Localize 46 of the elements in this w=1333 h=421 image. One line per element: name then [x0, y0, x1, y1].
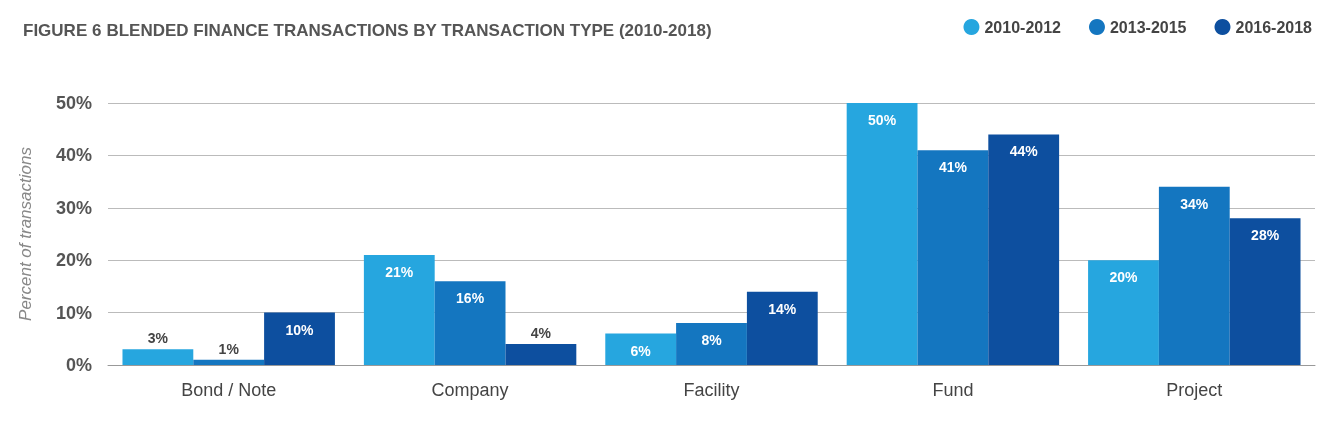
x-tick-label: Fund	[932, 380, 974, 400]
bar	[1088, 260, 1159, 365]
bar	[1158, 186, 1230, 365]
bar	[988, 134, 1060, 365]
data-label: 10%	[285, 321, 315, 338]
data-label: 34%	[1180, 195, 1209, 212]
y-tick-label: 10%	[55, 302, 92, 323]
legend-label: 2016-2018	[1235, 18, 1313, 36]
data-label: 21%	[385, 263, 414, 280]
bar	[264, 312, 335, 365]
y-tick-label: 0%	[65, 355, 92, 375]
bar	[917, 150, 989, 365]
data-label: 6%	[630, 342, 652, 359]
y-tick-label: 20%	[55, 250, 92, 271]
bar	[605, 333, 677, 365]
bar	[505, 344, 577, 365]
data-label: 41%	[938, 159, 968, 176]
y-tick-label: 30%	[55, 197, 92, 218]
legend-label: 2013-2015	[1109, 18, 1187, 36]
bar	[193, 359, 265, 365]
data-label: 8%	[701, 332, 723, 349]
bar	[1229, 218, 1301, 365]
bar	[363, 254, 435, 365]
bar	[746, 291, 818, 365]
legend-label: 2010-2012	[984, 18, 1062, 36]
x-tick-label: Project	[1166, 380, 1223, 400]
x-tick-label: Facility	[683, 380, 740, 400]
data-label: 20%	[1109, 269, 1139, 286]
bar	[434, 281, 506, 365]
data-label: 16%	[456, 290, 485, 307]
bar	[122, 349, 194, 365]
data-label: 50%	[868, 112, 897, 128]
x-tick-label: Company	[431, 380, 509, 400]
data-label: 1%	[218, 340, 240, 357]
data-label: 28%	[1251, 227, 1280, 244]
data-label: 44%	[1009, 143, 1039, 160]
data-label: 3%	[147, 330, 169, 347]
data-label: 14%	[768, 300, 797, 317]
y-tick-label: 40%	[55, 145, 92, 166]
y-tick-label: 50%	[55, 93, 92, 113]
bar	[846, 103, 918, 365]
bar	[676, 323, 747, 365]
y-axis-title: Percent of transactions	[16, 146, 35, 321]
chart-title: FIGURE 6 BLENDED FINANCE TRANSACTIONS BY TRANSACTION TYPE (2010-2018)	[23, 20, 712, 40]
x-tick-label: Bond / Note	[181, 380, 277, 400]
data-label: 4%	[530, 325, 552, 342]
